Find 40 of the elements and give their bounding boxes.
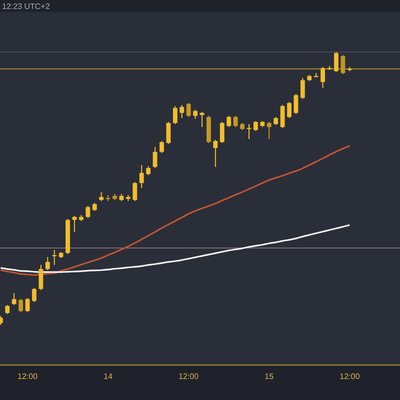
x-tick-label: 12:00 [178,372,200,381]
candlestick [172,106,178,125]
candlestick [5,304,10,315]
candlestick [52,249,57,266]
x-tick-label: 12:00 [18,372,38,381]
candlestick [180,104,184,119]
candlestick [186,102,191,118]
candlestick [320,66,326,89]
candlestick [294,94,298,114]
x-tick-label: 15 [264,372,274,381]
candlestick [146,166,151,176]
candlestick [99,192,104,202]
text: 12:23 UTC+2 [2,2,50,11]
candlestick [213,139,218,168]
candlestick [287,101,292,119]
candlestick [220,121,224,144]
candlestick [233,115,238,128]
x-tick-label: 14 [104,372,114,381]
candlestick [226,115,232,128]
candlestick [254,120,258,132]
candlestick [160,140,164,154]
candlestick [18,298,24,312]
candlestick [139,164,144,188]
candlestick [300,77,305,100]
candlestick [25,297,30,312]
candlestick [280,104,285,128]
candlestick [132,181,138,202]
candlestick [12,292,16,306]
candlestick [86,205,90,218]
candlestick [266,121,272,140]
candlestick [45,256,50,271]
candlestick [32,287,36,303]
candlestick [340,54,346,75]
candlestick [72,216,77,232]
candlestick [334,52,338,72]
x-tick-label: 12:00 [340,372,360,381]
candlestick [152,146,158,169]
candlestick [38,264,44,291]
candlestick [193,109,198,120]
candlestick [166,121,171,144]
